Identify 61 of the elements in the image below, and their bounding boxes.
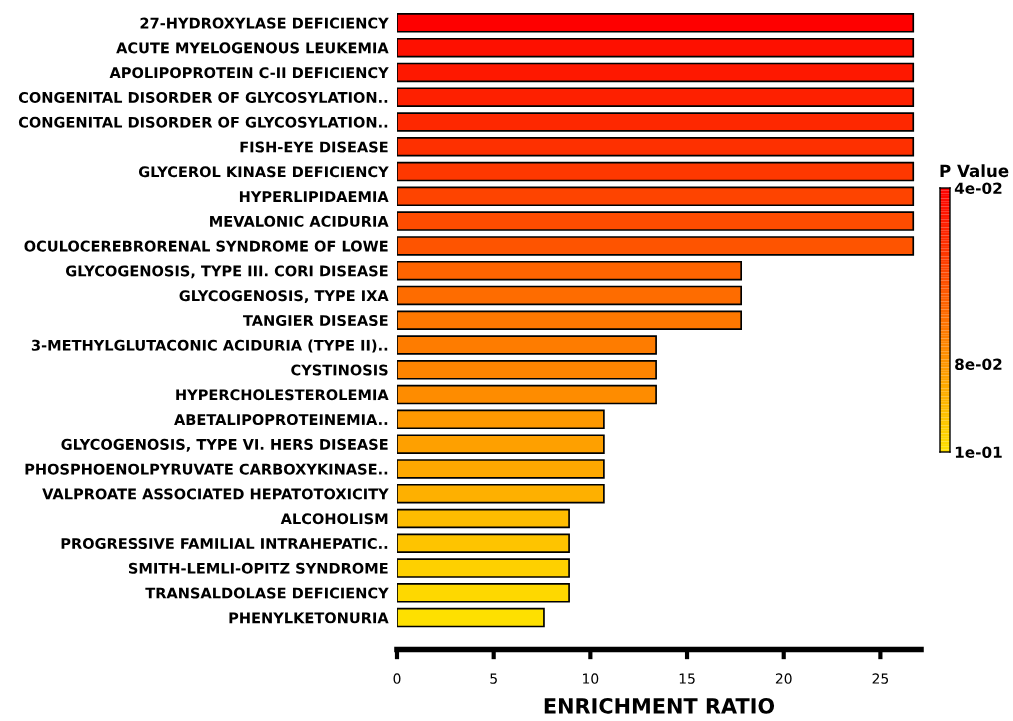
y-tick-label: GLYCOGENOSIS, TYPE VI. HERS DISEASE — [61, 438, 388, 452]
x-tick-label: 25 — [872, 673, 889, 684]
y-tick-label: PROGRESSIVE FAMILIAL INTRAHEPATIC.. — [61, 537, 388, 550]
y-tick-label: 27-HYDROXYLASE DEFICIENCY — [140, 17, 389, 29]
bar — [397, 37, 915, 58]
y-tick-label: CYSTINOSIS — [291, 364, 388, 376]
bar — [397, 533, 570, 554]
bar — [397, 459, 605, 479]
bar — [397, 211, 915, 231]
bar — [397, 360, 657, 380]
bar — [397, 112, 915, 132]
x-tick-label: 5 — [490, 673, 497, 684]
bar — [397, 434, 605, 454]
bar — [397, 260, 743, 281]
y-tick-label: ALCOHOLISM — [280, 513, 388, 525]
bar — [397, 310, 743, 330]
bar — [397, 87, 915, 107]
bar — [397, 409, 605, 430]
bar — [397, 335, 657, 355]
y-tick-label: 3-METHYLGLUTACONIC ACIDURIA (TYPE II).. — [31, 339, 388, 353]
y-tick-label: HYPERCHOLESTEROLEMIA — [176, 389, 389, 401]
color-bar-title: P Value — [940, 164, 1009, 178]
bar — [397, 384, 657, 405]
y-tick-label: APOLIPOPROTEIN C-II DEFICIENCY — [109, 67, 389, 79]
y-tick-label: HYPERLIPIDAEMIA — [239, 191, 389, 202]
y-tick-label: VALPROATE ASSOCIATED HEPATOTOXICITY — [42, 488, 389, 500]
bar — [397, 161, 915, 182]
color-bar-label: 8e-02 — [955, 358, 1002, 371]
y-tick-label: OCULOCEREBRORENAL SYNDROME OF LOWE — [24, 240, 388, 252]
y-tick-label: MEVALONIC ACIDURIA — [210, 215, 389, 227]
y-tick-label: ACUTE MYELOGENOUS LEUKEMIA — [116, 42, 389, 54]
y-tick-label: FISH-EYE DISEASE — [240, 141, 388, 153]
bar — [397, 186, 915, 207]
bar — [397, 558, 570, 578]
bar — [397, 62, 915, 83]
y-tick-label: SMITH-LEMLI-OPITZ SYNDROME — [128, 562, 388, 574]
x-tick-label: 15 — [679, 673, 695, 684]
y-tick-label: TRANSALDOLASE DEFICIENCY — [145, 587, 389, 599]
y-tick-label: CONGENITAL DISORDER OF GLYCOSYLATION.. — [18, 91, 388, 103]
bar — [397, 583, 570, 603]
y-tick-label: TANGIER DISEASE — [243, 314, 388, 326]
x-tick-label: 10 — [583, 673, 599, 684]
bar — [397, 285, 743, 306]
bar — [397, 483, 605, 504]
color-bar-label: 4e-02 — [954, 182, 1002, 195]
y-tick-label: GLYCOGENOSIS, TYPE IXA — [179, 290, 389, 304]
bar — [397, 508, 570, 529]
x-tick-label: 0 — [393, 673, 401, 684]
x-tick-label: 20 — [775, 673, 792, 684]
y-tick-label: ABETALIPOPROTEINEMIA.. — [174, 414, 388, 426]
y-tick-label: PHENYLKETONURIA — [229, 612, 389, 624]
bar — [397, 137, 915, 157]
y-tick-label: GLYCOGENOSIS, TYPE III. CORI DISEASE — [65, 265, 388, 279]
bar — [397, 236, 915, 256]
bar — [397, 607, 545, 628]
bar — [397, 13, 915, 33]
y-tick-label: CONGENITAL DISORDER OF GLYCOSYLATION.. — [18, 116, 388, 128]
x-axis-title: ENRICHMENT RATIO — [544, 697, 775, 714]
y-tick-label: PHOSPHOENOLPYRUVATE CARBOXYKINASE.. — [25, 463, 388, 475]
y-tick-label: GLYCEROL KINASE DEFICIENCY — [138, 166, 389, 178]
color-bar-label: 1e-01 — [955, 446, 1002, 459]
